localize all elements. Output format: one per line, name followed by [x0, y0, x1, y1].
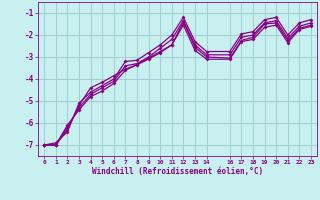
- X-axis label: Windchill (Refroidissement éolien,°C): Windchill (Refroidissement éolien,°C): [92, 167, 263, 176]
